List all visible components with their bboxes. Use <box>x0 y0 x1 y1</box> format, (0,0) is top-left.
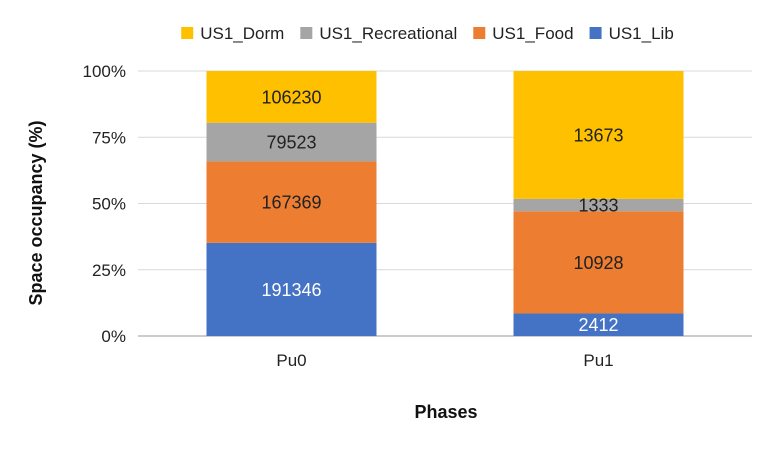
data-label: 191346 <box>261 280 321 300</box>
bar-segment-us1-dorm <box>206 71 377 123</box>
data-label: 79523 <box>266 133 316 153</box>
legend-item-us1-dorm: US1_Dorm <box>181 24 284 43</box>
bar-segment-us1-dorm <box>513 71 684 199</box>
x-axis-title: Phases <box>414 402 477 422</box>
bar-segment-us1-lib <box>513 313 684 336</box>
data-label: 2412 <box>578 315 618 335</box>
legend-swatch <box>589 27 602 39</box>
bar-segment-us1-food <box>206 161 377 243</box>
y-axis-title: Space occupancy (%) <box>26 120 46 305</box>
data-label: 167369 <box>261 193 321 213</box>
data-labels: 191346 167369 79523 106230 2412 10928 1333 1367… <box>261 87 623 335</box>
y-tick-label: 50% <box>92 195 126 214</box>
legend-label: US1_Food <box>492 24 573 43</box>
legend-item-us1-recreational: US1_Recreational <box>300 24 457 43</box>
y-tick-label: 25% <box>92 261 126 280</box>
data-label: 13673 <box>573 125 623 145</box>
legend-label: US1_Lib <box>609 24 674 43</box>
y-tick-label: 100% <box>83 62 126 81</box>
data-label: 1333 <box>578 196 618 216</box>
legend-item-us1-food: US1_Food <box>473 24 574 43</box>
legend-label: US1_Recreational <box>319 24 457 43</box>
bar-segment-us1-lib <box>206 242 377 336</box>
axes: 0% 25% 50% 75% 100% Pu0 Pu1 <box>83 62 614 370</box>
x-tick-label: Pu0 <box>276 351 306 370</box>
bar-segment-us1-recreational <box>513 198 684 212</box>
x-tick-label: Pu1 <box>583 351 613 370</box>
y-tick-label: 75% <box>92 128 126 147</box>
y-tick-label: 0% <box>101 327 126 346</box>
legend-swatch <box>473 27 486 39</box>
data-label: 106230 <box>261 87 321 107</box>
legend: US1_Dorm US1_Recreational US1_Food US1_Lib <box>181 24 674 43</box>
legend-item-us1-lib: US1_Lib <box>589 24 674 43</box>
data-label: 10928 <box>573 253 623 273</box>
legend-swatch <box>181 27 194 39</box>
bars <box>206 71 684 336</box>
bar-segment-us1-food <box>513 211 684 314</box>
legend-label: US1_Dorm <box>200 24 284 43</box>
bar-segment-us1-recreational <box>206 122 377 162</box>
legend-swatch <box>300 27 313 39</box>
